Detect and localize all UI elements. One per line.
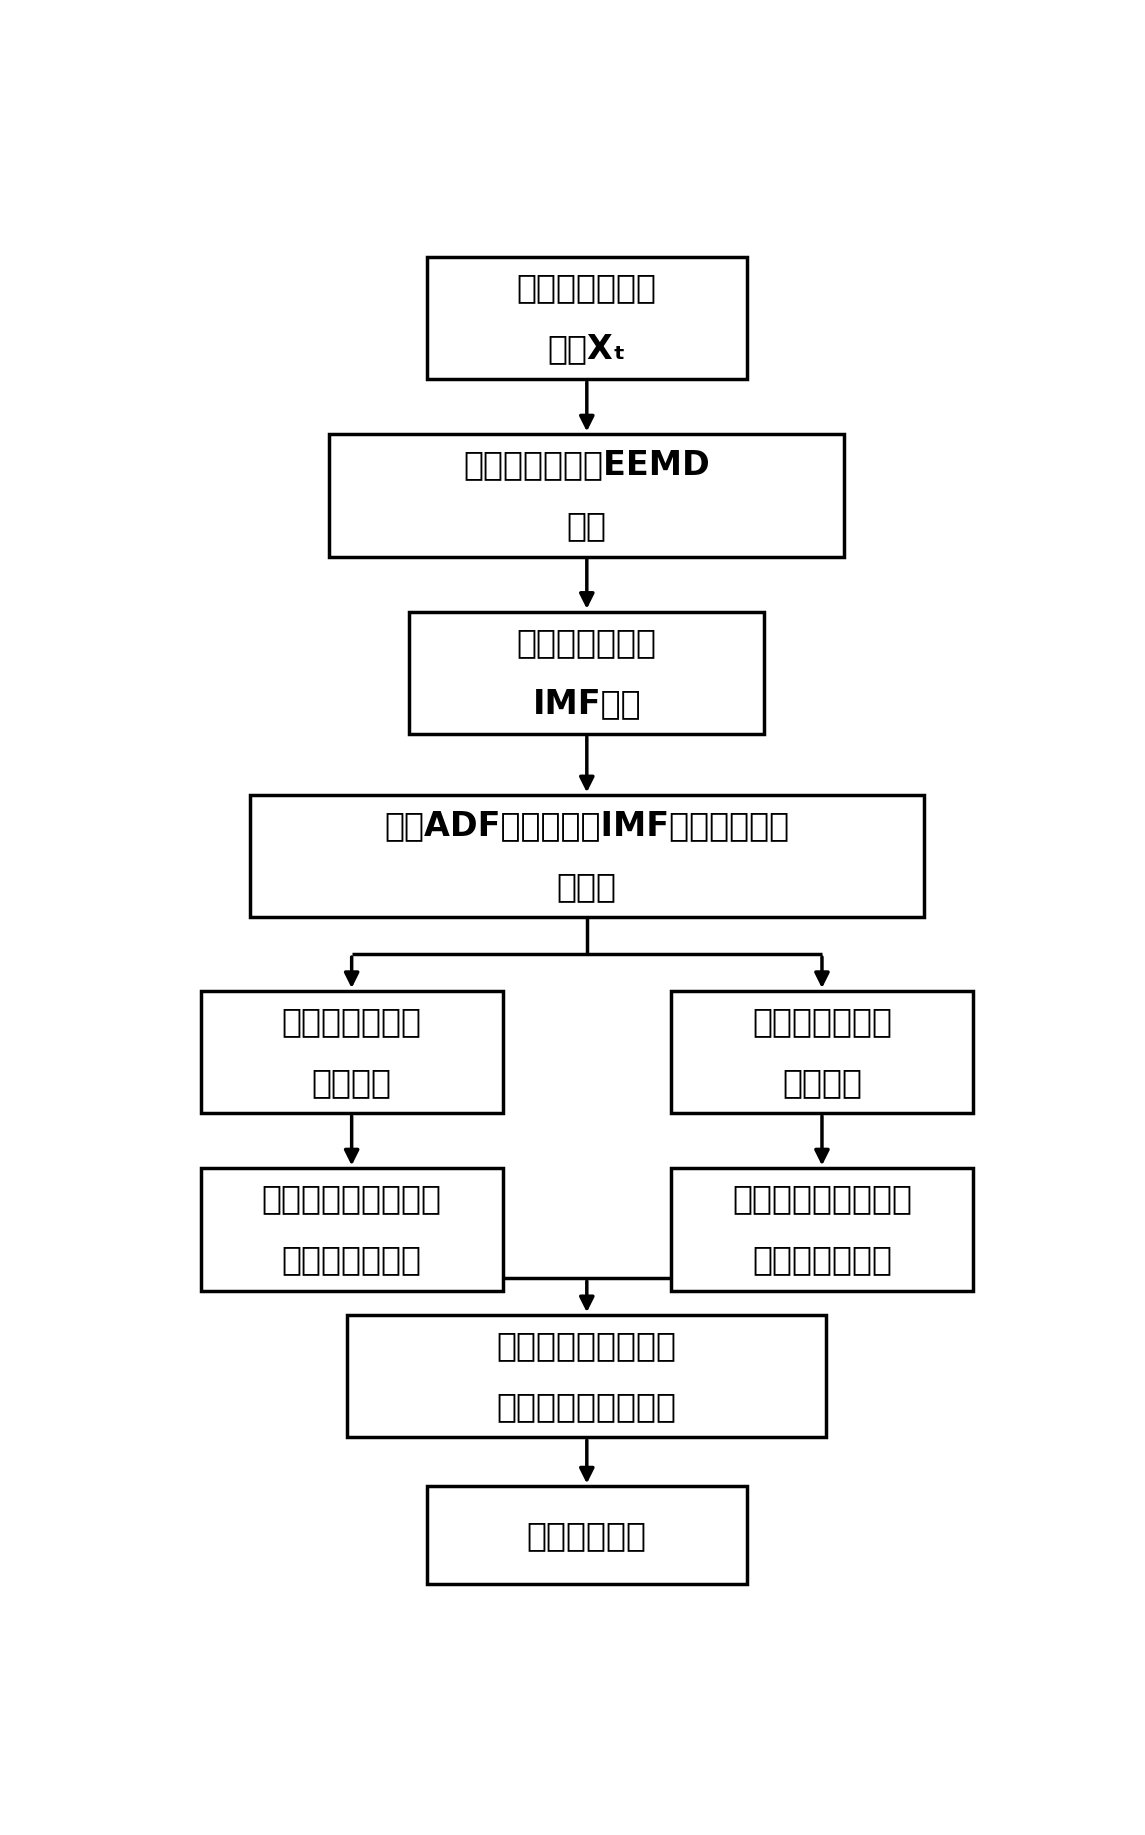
Text: 递归特征消除算法进: 递归特征消除算法进 <box>262 1182 442 1215</box>
Text: 分解: 分解 <box>567 510 607 543</box>
Bar <box>347 1316 827 1437</box>
Text: 信号Xₜ: 信号Xₜ <box>547 332 626 365</box>
Bar <box>410 611 765 734</box>
Text: 递归特征消除算法进: 递归特征消除算法进 <box>732 1182 911 1215</box>
Text: 性判别: 性判别 <box>556 870 617 903</box>
Text: 分解得到若干个: 分解得到若干个 <box>516 626 657 659</box>
Bar <box>250 795 924 918</box>
Bar <box>427 257 747 380</box>
Text: 计算平稳信号部: 计算平稳信号部 <box>282 1006 421 1039</box>
Bar <box>200 1169 503 1290</box>
Bar <box>200 991 503 1114</box>
Text: 部分特征: 部分特征 <box>782 1066 862 1099</box>
Text: 分的特征: 分的特征 <box>311 1066 392 1099</box>
Text: 将所选择的关键特征: 将所选择的关键特征 <box>497 1329 677 1362</box>
Bar <box>330 435 844 556</box>
Text: 不同状态的原始: 不同状态的原始 <box>516 272 657 305</box>
Text: 故障诊断模型: 故障诊断模型 <box>527 1519 647 1552</box>
Text: 行关键特征选择: 行关键特征选择 <box>752 1244 892 1277</box>
Text: 行关键特征选择: 行关键特征选择 <box>282 1244 421 1277</box>
Text: 采用ADF检验对所有IMF分量进行平稳: 采用ADF检验对所有IMF分量进行平稳 <box>385 809 789 842</box>
Bar <box>671 991 973 1114</box>
Text: 输入分类器模型训练: 输入分类器模型训练 <box>497 1391 677 1424</box>
Text: 计算非平稳信号: 计算非平稳信号 <box>752 1006 892 1039</box>
Bar <box>671 1169 973 1290</box>
Text: 对原始信号进行EEMD: 对原始信号进行EEMD <box>464 448 710 481</box>
Bar <box>427 1486 747 1584</box>
Text: IMF分量: IMF分量 <box>532 686 641 719</box>
